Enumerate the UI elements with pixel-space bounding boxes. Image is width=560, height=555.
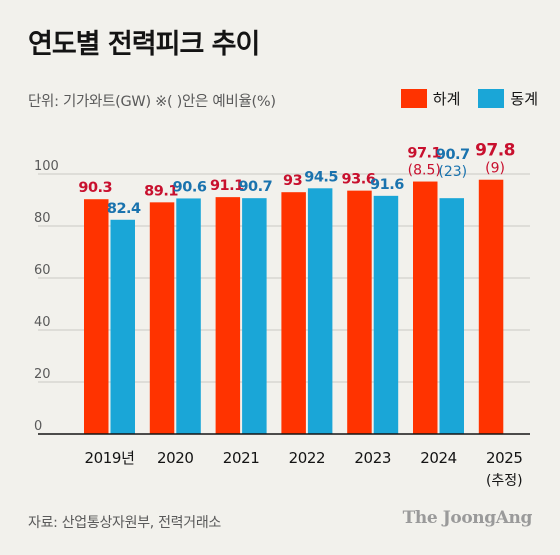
value-label-summer: 91.1 (210, 178, 244, 194)
bar-winter (110, 219, 135, 434)
unit-note: 단위: 기가와트(GW) ※( )안은 예비율(%) (28, 94, 276, 110)
reserve-label-summer: (9) (485, 161, 505, 177)
y-tick-label: 80 (34, 211, 51, 226)
bar-summer (478, 179, 504, 434)
bar-winter (307, 188, 333, 434)
legend-swatch-winter (478, 89, 505, 108)
value-label-summer: 90.3 (78, 180, 112, 196)
y-tick-label: 0 (34, 419, 42, 434)
value-label-winter: 90.7 (238, 179, 272, 195)
x-tick-label: 2024 (420, 449, 457, 467)
reserve-label-summer: (8.5) (408, 163, 441, 179)
x-tick-label: 2023 (354, 449, 391, 467)
value-label-winter: 90.6 (173, 179, 207, 195)
y-tick-label: 40 (34, 315, 51, 330)
legend-item-summer: 하계 (400, 88, 461, 109)
y-tick-label: 100 (34, 159, 59, 174)
brand-logo: The JoongAng (402, 508, 533, 528)
bar-summer (215, 197, 241, 434)
legend-label-winter: 동계 (510, 90, 538, 108)
bar-winter (373, 195, 399, 434)
bar-summer (413, 181, 438, 434)
value-label-summer: 93.6 (342, 172, 376, 188)
legend-label-summer: 하계 (432, 90, 461, 108)
legend: 하계 동계 (383, 88, 538, 109)
source-note: 자료: 산업통상자원부, 전력거래소 (28, 515, 221, 531)
value-label-summer: 89.1 (144, 183, 178, 199)
bar-summer (347, 190, 372, 434)
value-label-winter: 94.5 (304, 169, 338, 185)
x-tick-label: 2019년 (85, 449, 135, 467)
x-tick-label: 2020 (157, 449, 194, 467)
value-label-summer: 93 (283, 173, 302, 189)
bar-winter (176, 198, 201, 434)
x-tick-note: (추정) (486, 473, 523, 489)
bar-summer (149, 202, 175, 434)
y-tick-label: 20 (34, 367, 51, 382)
x-tick-label: 2025 (486, 449, 523, 467)
value-label-summer: 97.1 (407, 146, 441, 162)
value-label-winter: 90.7 (436, 147, 470, 163)
x-tick-label: 2021 (223, 449, 260, 467)
bar-winter (242, 198, 267, 434)
legend-item-winter: 동계 (478, 88, 538, 109)
value-label-summer: 97.8 (475, 141, 515, 161)
bar-winter (439, 198, 464, 434)
reserve-label-winter: (23) (438, 164, 467, 180)
chart-title: 연도별 전력피크 추이 (28, 29, 260, 60)
bar-summer (84, 199, 109, 434)
bar-summer (281, 192, 306, 434)
value-label-winter: 91.6 (370, 177, 404, 193)
y-tick-label: 60 (34, 263, 51, 278)
value-label-winter: 82.4 (107, 201, 141, 217)
x-tick-label: 2022 (289, 449, 326, 467)
legend-swatch-summer (400, 89, 427, 108)
